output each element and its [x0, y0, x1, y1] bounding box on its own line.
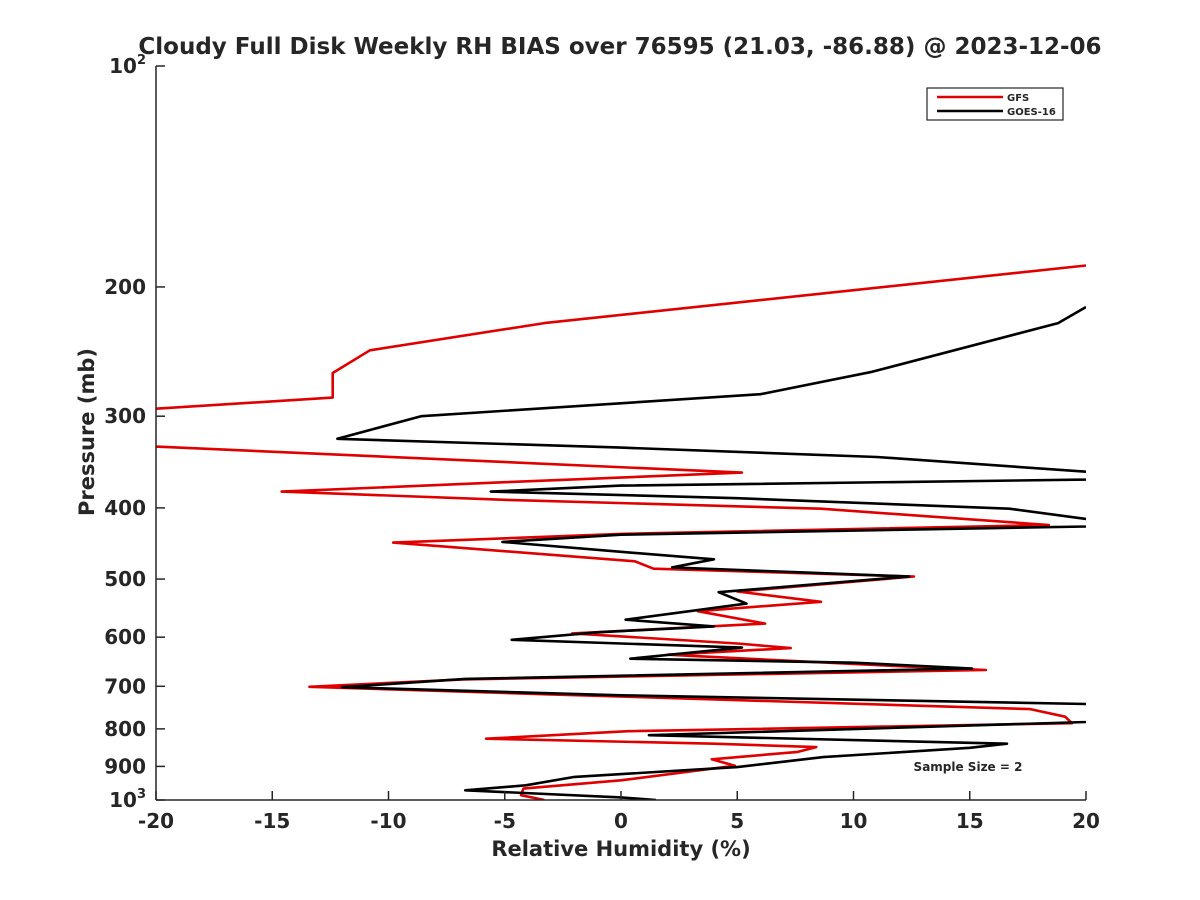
x-tick-label: -10 [370, 809, 406, 833]
y-tick-label: 400 [104, 496, 146, 520]
y-tick-label: 500 [104, 567, 146, 591]
chart-title: Cloudy Full Disk Weekly RH BIAS over 765… [138, 34, 1101, 60]
y-tick-label: 300 [104, 404, 146, 428]
legend: GFS GOES-16 [926, 87, 1064, 121]
series-line-goes-16 [336, 305, 1086, 800]
x-tick-label: -5 [494, 809, 516, 833]
sample-size-annotation: Sample Size = 2 [914, 760, 1023, 774]
y-tick-label: 102 [109, 53, 146, 78]
y-tick-label: 103 [109, 787, 146, 812]
legend-box [926, 87, 1064, 121]
y-tick-label: 700 [104, 674, 146, 698]
y-axis-label: Pressure (mb) [75, 348, 99, 516]
legend-label: GOES-16 [1007, 107, 1056, 118]
y-tick-label: 600 [104, 625, 146, 649]
legend-label: GFS [1007, 93, 1029, 104]
y-tick-label: 800 [104, 717, 146, 741]
x-tick-label: 10 [840, 809, 868, 833]
y-tick-label: 200 [104, 275, 146, 299]
series-line-gfs [156, 264, 1086, 800]
x-tick-label: 0 [614, 809, 628, 833]
y-tick-label: 900 [104, 754, 146, 778]
series-layer [156, 264, 1086, 800]
x-tick-label: -15 [254, 809, 290, 833]
x-tick-label: 15 [956, 809, 984, 833]
x-tick-label: 20 [1072, 809, 1100, 833]
axes-layer: -20 -15 -10 -5 0 5 10 15 20 102 200 300 400 500 600 700… [104, 53, 1100, 833]
x-tick-label: -20 [138, 809, 174, 833]
x-tick-label: 5 [730, 809, 744, 833]
x-axis-label: Relative Humidity (%) [491, 837, 750, 861]
